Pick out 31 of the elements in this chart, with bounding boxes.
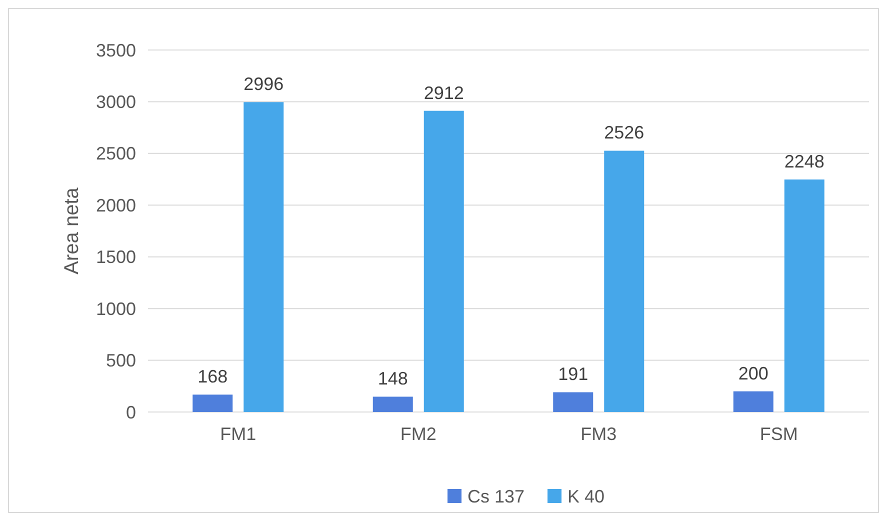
data-label: 200 — [738, 363, 768, 384]
x-tick-label: FM2 — [400, 424, 436, 444]
y-tick-label: 3000 — [96, 92, 136, 112]
y-tick-label: 2500 — [96, 144, 136, 164]
legend-label: Cs 137 — [468, 486, 525, 506]
y-tick-label: 0 — [126, 402, 136, 422]
y-tick-label: 1000 — [96, 298, 136, 319]
x-tick-label: FSM — [760, 424, 798, 444]
data-label: 2248 — [784, 151, 824, 172]
bar — [733, 391, 774, 412]
data-label: 191 — [558, 364, 588, 384]
data-label: 2526 — [604, 122, 644, 143]
bar — [372, 396, 413, 412]
bar — [553, 392, 594, 412]
y-tick-label: 2000 — [96, 195, 136, 216]
data-label: 168 — [198, 366, 228, 387]
bar — [244, 102, 284, 412]
data-label: 2996 — [244, 74, 284, 94]
y-tick-label: 500 — [106, 350, 136, 371]
bar — [424, 110, 464, 412]
legend-label: K 40 — [568, 486, 605, 506]
data-label: 148 — [378, 368, 408, 389]
y-tick-label: 3500 — [96, 40, 136, 60]
y-axis-title: Area neta — [61, 186, 83, 274]
data-label: 2912 — [424, 82, 464, 103]
y-tick-label: 1500 — [96, 247, 136, 268]
bar — [604, 150, 644, 412]
bar — [192, 394, 233, 412]
x-tick-label: FM1 — [220, 424, 256, 444]
bar — [784, 179, 824, 412]
x-tick-label: FM3 — [580, 424, 617, 444]
